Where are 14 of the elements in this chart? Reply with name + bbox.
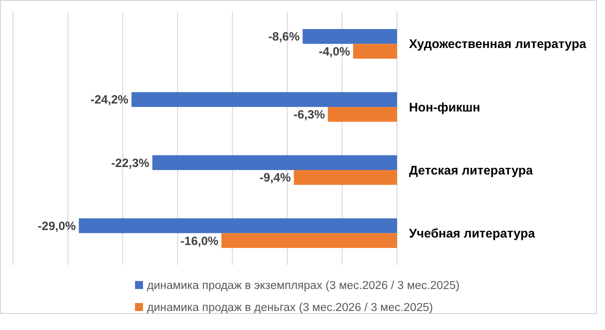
- data-label: -24,2%: [90, 92, 129, 107]
- y-tick-label: Учебная литература: [409, 226, 536, 241]
- data-label: -16,0%: [180, 234, 219, 248]
- data-label: -9,4%: [260, 170, 292, 185]
- data-label: -4,0%: [318, 44, 350, 58]
- legend-label: динамика продаж в деньгах (3 мес.2026 / 3 мес.2025): [147, 302, 434, 314]
- data-label: -22,3%: [111, 156, 150, 170]
- data-label: -8,6%: [268, 30, 300, 44]
- legend-label: динамика продаж в экземплярах (3 мес.2026 / 3 мес.2025): [147, 280, 460, 292]
- data-label: -6,3%: [294, 108, 326, 122]
- data-label: -29,0%: [38, 218, 76, 233]
- y-tick-label: Художественная литература: [409, 37, 588, 52]
- y-tick-label: Детская литература: [409, 163, 534, 178]
- y-tick-label: Нон-фикшн: [409, 100, 480, 114]
